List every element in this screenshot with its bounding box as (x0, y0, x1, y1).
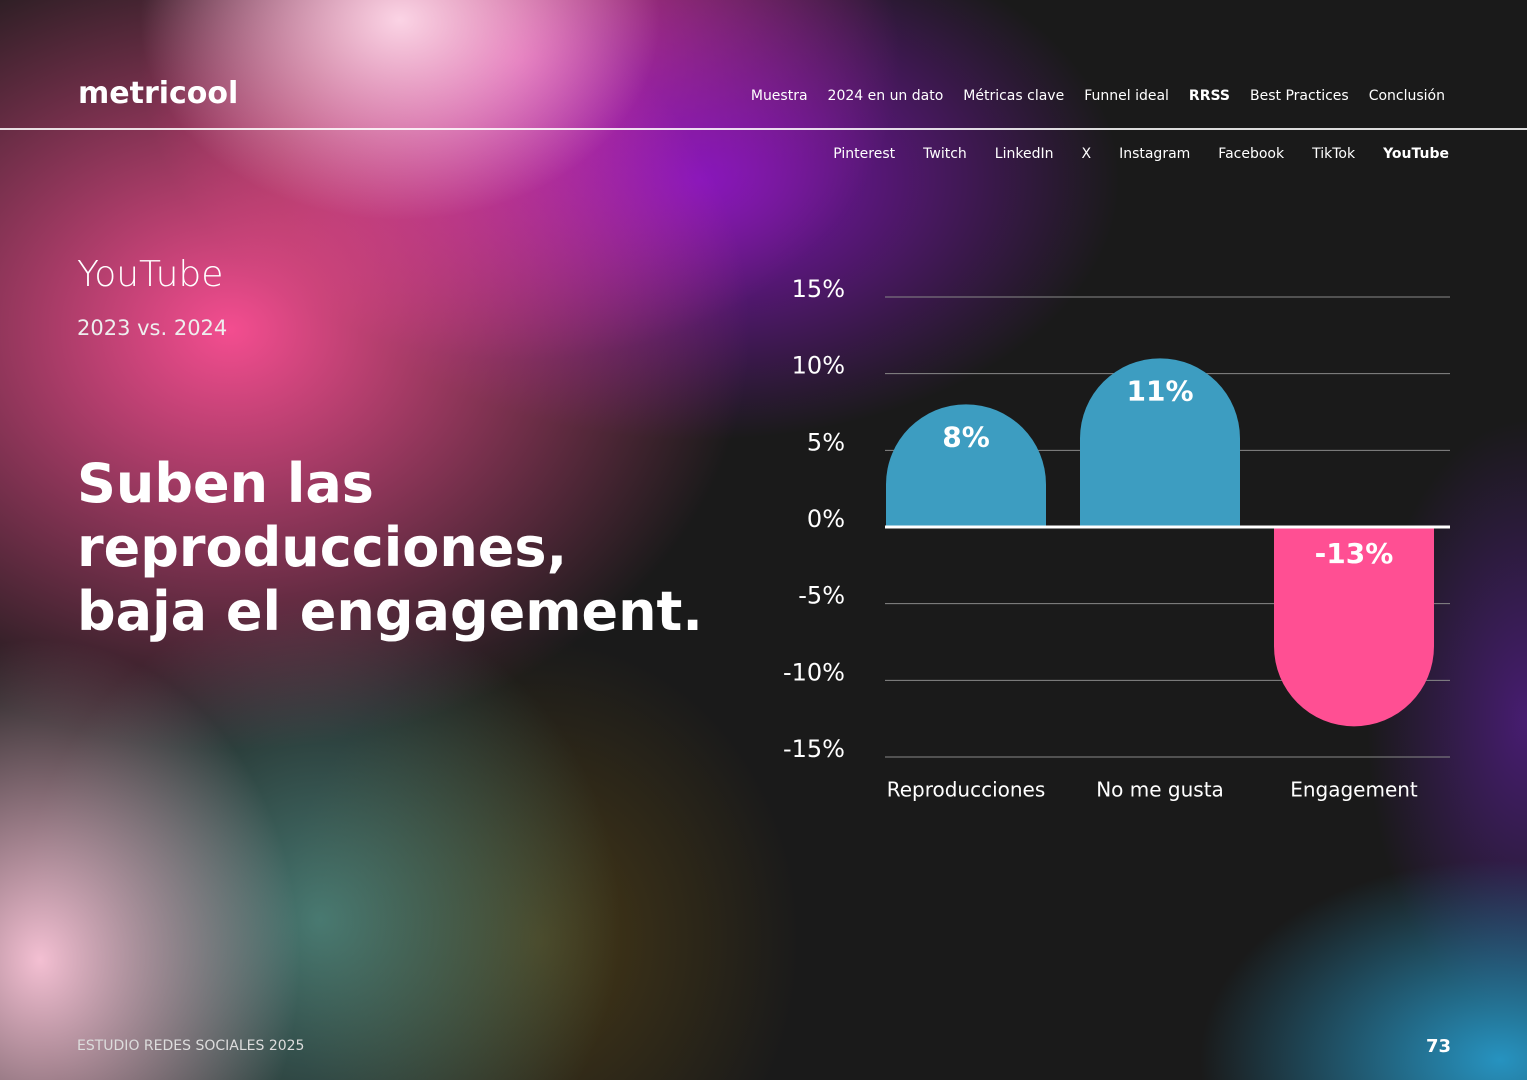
x-tick-label: Engagement (1290, 778, 1418, 802)
x-tick-label: No me gusta (1096, 778, 1224, 802)
bar (1274, 527, 1435, 727)
bar (1080, 358, 1240, 527)
nav-link[interactable]: Conclusión (1368, 88, 1445, 104)
divider (0, 128, 1527, 130)
section-title: YouTube (77, 254, 224, 295)
nav-link[interactable]: Best Practices (1250, 88, 1349, 104)
subnav: Pinterest Twitch LinkedIn X Instagram Faceboo… (833, 146, 1449, 162)
nav-link[interactable]: Métricas clave (963, 88, 1065, 104)
headline-line: Suben las (77, 452, 374, 515)
bar (886, 404, 1046, 527)
headline-line: baja el engagement. (77, 580, 703, 643)
nav: Muestra 2024 en un dato Métricas clave Funn… (751, 88, 1445, 104)
nav-link[interactable]: RRSS (1188, 88, 1231, 104)
footer-text: ESTUDIO REDES SOCIALES 2025 (77, 1038, 305, 1054)
y-tick-label: 10% (792, 352, 845, 380)
subnav-link[interactable]: TikTok (1312, 146, 1356, 162)
y-tick-label: -10% (783, 658, 845, 686)
y-tick-label: -5% (798, 582, 845, 610)
subnav-link[interactable]: Facebook (1218, 146, 1285, 162)
logo[interactable]: metricool (78, 76, 239, 111)
subnav-link[interactable]: YouTube (1383, 146, 1449, 162)
y-tick-label: -15% (783, 735, 845, 763)
nav-link[interactable]: 2024 en un dato (827, 88, 944, 104)
page-number: 73 (1425, 1036, 1451, 1057)
subnav-link[interactable]: Pinterest (833, 146, 896, 162)
subnav-link[interactable]: Instagram (1119, 146, 1191, 162)
subnav-link[interactable]: X (1081, 146, 1092, 162)
headline-line: reproducciones, (77, 516, 568, 579)
subnav-link[interactable]: Twitch (923, 146, 967, 162)
value-label: 11% (1126, 374, 1193, 407)
x-tick-label: Reproducciones (887, 778, 1046, 802)
value-label: -13% (1315, 537, 1394, 570)
subnav-link[interactable]: LinkedIn (994, 146, 1054, 162)
section-subtitle: 2023 vs. 2024 (77, 316, 228, 340)
nav-link[interactable]: Muestra (750, 88, 808, 104)
headline: Suben las reproducciones, baja el engageme… (77, 452, 703, 644)
y-tick-label: 15% (792, 275, 845, 303)
y-tick-label: 5% (807, 428, 845, 456)
nav-link[interactable]: Funnel ideal (1084, 88, 1169, 104)
value-label: 8% (942, 420, 990, 453)
y-tick-label: 0% (807, 505, 845, 533)
